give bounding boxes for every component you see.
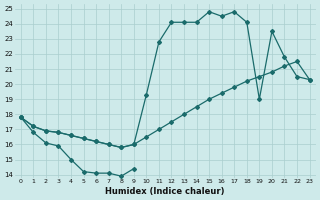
X-axis label: Humidex (Indice chaleur): Humidex (Indice chaleur) — [106, 187, 225, 196]
